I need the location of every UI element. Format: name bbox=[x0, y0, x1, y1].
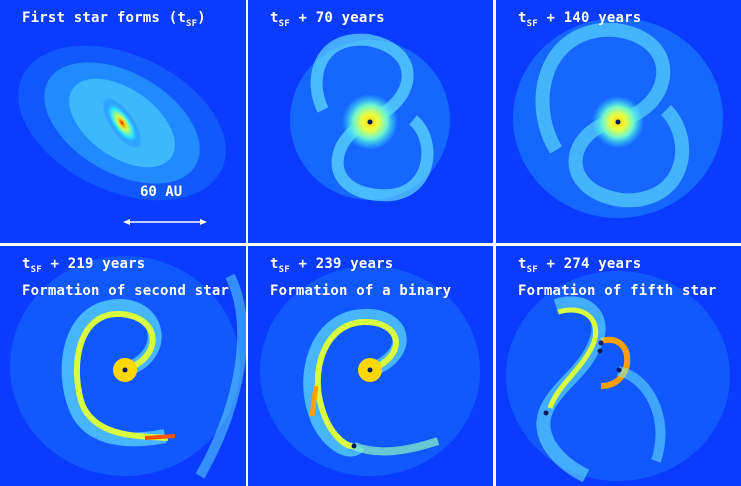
density-map bbox=[260, 266, 480, 476]
scale-bar bbox=[123, 219, 207, 225]
panel-140-years: tSF + 140 years bbox=[496, 0, 741, 243]
star-marker bbox=[616, 367, 622, 373]
panel-6-time-label: tSF + 274 years bbox=[518, 256, 642, 275]
density-map bbox=[18, 45, 226, 201]
star-marker bbox=[367, 119, 373, 125]
star-marker bbox=[543, 410, 549, 416]
panel-4-event-label: Formation of second star bbox=[22, 283, 230, 299]
star-marker bbox=[367, 367, 373, 373]
density-map bbox=[506, 271, 730, 483]
panel-4-time-label: tSF + 219 years bbox=[22, 256, 146, 275]
panel-5-event-label: Formation of a binary bbox=[270, 283, 452, 299]
star-marker bbox=[615, 119, 621, 125]
panel-6-event-label: Formation of fifth star bbox=[518, 283, 717, 299]
scale-bar-label: 60 AU bbox=[140, 184, 183, 200]
panel-3-time-label: tSF + 140 years bbox=[518, 10, 642, 29]
panel-1-time-label: First star forms (tSF) bbox=[22, 10, 206, 29]
panel-5-time-label: tSF + 239 years bbox=[270, 256, 394, 275]
star-marker bbox=[598, 340, 604, 346]
star-marker bbox=[122, 367, 128, 373]
density-map bbox=[290, 33, 450, 202]
panel-274-years: tSF + 274 years Formation of fifth star bbox=[496, 246, 741, 486]
star-marker bbox=[351, 443, 357, 449]
panel-219-years: tSF + 219 years Formation of second star bbox=[0, 246, 246, 486]
panel-first-star: First star forms (tSF) 60 AU bbox=[0, 0, 246, 243]
panel-239-years: tSF + 239 years Formation of a binary bbox=[248, 246, 493, 486]
density-map bbox=[10, 256, 246, 479]
density-map bbox=[513, 18, 723, 218]
star-marker bbox=[597, 348, 603, 354]
panel-70-years: tSF + 70 years bbox=[248, 0, 493, 243]
panel-2-time-label: tSF + 70 years bbox=[270, 10, 385, 29]
